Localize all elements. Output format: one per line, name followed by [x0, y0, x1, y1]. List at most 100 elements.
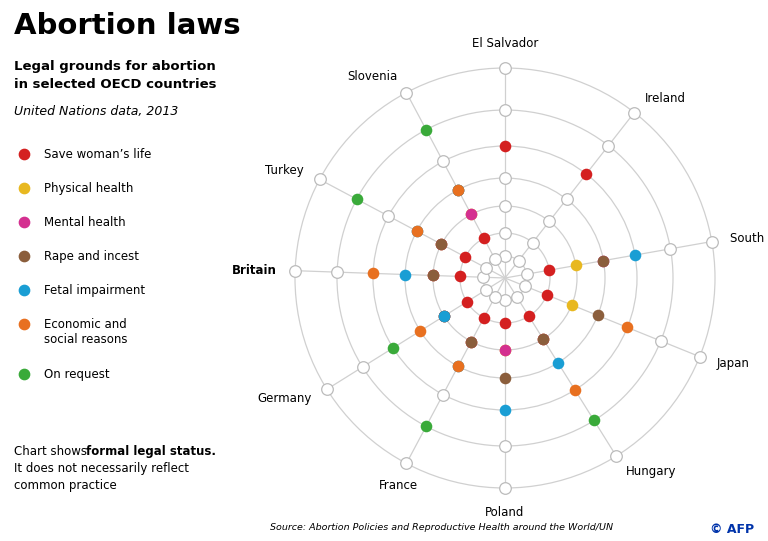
Point: [580, 170, 592, 179]
Point: [512, 256, 525, 265]
Point: [499, 202, 511, 210]
Point: [18, 370, 30, 378]
Point: [427, 271, 439, 280]
Point: [437, 157, 449, 166]
Text: Economic and: Economic and: [44, 318, 127, 331]
Point: [18, 286, 30, 294]
Text: Fetal impairment: Fetal impairment: [44, 284, 145, 297]
Point: [499, 296, 511, 305]
Text: Ireland: Ireland: [645, 92, 687, 105]
Point: [420, 126, 432, 134]
Point: [367, 269, 379, 278]
Point: [18, 252, 30, 260]
Text: Abortion laws: Abortion laws: [14, 12, 240, 40]
Point: [478, 234, 490, 242]
Point: [499, 229, 511, 237]
Point: [454, 272, 466, 281]
Point: [694, 352, 706, 361]
Point: [399, 270, 411, 279]
Point: [438, 312, 450, 320]
Point: [488, 254, 501, 263]
Point: [414, 327, 426, 335]
Point: [452, 362, 464, 371]
Point: [438, 312, 450, 320]
Point: [435, 240, 448, 248]
Text: Chart shows: Chart shows: [14, 445, 91, 458]
Point: [321, 385, 333, 394]
Text: Poland: Poland: [485, 506, 525, 519]
Point: [499, 174, 511, 182]
Point: [387, 344, 399, 352]
Point: [479, 263, 492, 272]
Point: [499, 105, 511, 114]
Text: Germany: Germany: [257, 392, 312, 405]
Point: [621, 323, 634, 332]
Point: [331, 268, 343, 276]
Point: [628, 108, 641, 117]
Point: [452, 186, 464, 194]
Text: Legal grounds for abortion
in selected OECD countries: Legal grounds for abortion in selected O…: [14, 60, 217, 91]
Point: [541, 291, 553, 299]
Point: [465, 210, 478, 219]
Point: [537, 335, 549, 344]
Point: [435, 240, 448, 248]
Text: Physical health: Physical health: [44, 182, 134, 195]
Point: [18, 150, 30, 159]
Text: common practice: common practice: [14, 479, 117, 492]
Point: [499, 319, 511, 327]
Point: [499, 484, 511, 492]
Point: [411, 227, 423, 235]
Text: Slovenia: Slovenia: [348, 70, 398, 83]
Point: [18, 217, 30, 226]
Point: [465, 337, 478, 346]
Point: [465, 210, 478, 219]
Point: [598, 256, 610, 265]
Text: social reasons: social reasons: [44, 333, 127, 346]
Text: Rape and incest: Rape and incest: [44, 250, 139, 263]
Text: Source: Abortion Policies and Reproductive Health around the World/UN: Source: Abortion Policies and Reproducti…: [270, 523, 613, 532]
Text: © AFP: © AFP: [710, 523, 754, 536]
Point: [452, 362, 464, 371]
Point: [602, 141, 614, 150]
Point: [499, 346, 511, 354]
Point: [465, 337, 478, 346]
Text: El Salvador: El Salvador: [472, 37, 538, 50]
Point: [569, 386, 581, 394]
Point: [570, 261, 582, 270]
Point: [561, 195, 573, 203]
Text: Hungary: Hungary: [626, 465, 677, 478]
Point: [411, 227, 423, 235]
Point: [18, 184, 30, 193]
Point: [478, 313, 490, 322]
Point: [537, 335, 549, 344]
Point: [543, 217, 555, 226]
Point: [706, 237, 718, 246]
Text: United Nations data, 2013: United Nations data, 2013: [14, 105, 178, 118]
Point: [664, 245, 677, 253]
Point: [499, 64, 511, 72]
Point: [629, 250, 641, 259]
Point: [437, 390, 449, 399]
Point: [289, 266, 301, 275]
Point: [452, 186, 464, 194]
Point: [400, 459, 412, 468]
Point: [521, 270, 533, 279]
Point: [654, 337, 667, 345]
Point: [356, 362, 369, 371]
Point: [591, 311, 604, 320]
Point: [465, 337, 478, 346]
Point: [499, 374, 511, 382]
Point: [313, 175, 326, 184]
Point: [523, 312, 535, 320]
Point: [499, 142, 511, 150]
Point: [350, 195, 362, 203]
Point: [452, 186, 464, 194]
Text: Mental health: Mental health: [44, 216, 126, 229]
Point: [461, 298, 473, 306]
Text: On request: On request: [44, 368, 110, 381]
Point: [499, 346, 511, 354]
Point: [543, 266, 555, 274]
Point: [588, 416, 600, 425]
Point: [598, 256, 610, 265]
Point: [552, 359, 564, 367]
